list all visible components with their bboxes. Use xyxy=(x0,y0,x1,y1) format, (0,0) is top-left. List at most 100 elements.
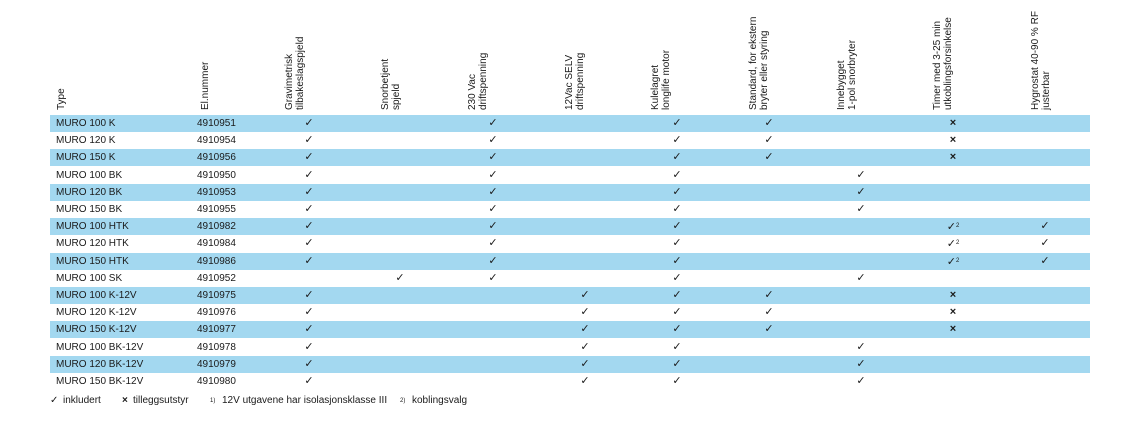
cell-type: MURO 120 HTK xyxy=(56,238,129,250)
check-icon: ✓ xyxy=(672,357,682,370)
cell-el-nummer: 4910978 xyxy=(197,341,236,353)
table-row: MURO 150 K 4910956 ✓ ✓ ✓ ✓ × xyxy=(50,149,1090,167)
cell-el-nummer: 4910956 xyxy=(197,152,236,164)
header-kule: Kulelagret longlife motor xyxy=(650,49,672,110)
check-icon: ✓ xyxy=(304,254,314,267)
legend-cross-symbol: × xyxy=(122,395,128,406)
check-icon: ✓ xyxy=(672,306,682,319)
header-hygro: Hygrostat 40-90 % RF justerbar xyxy=(1030,11,1052,110)
check-icon: ✓ xyxy=(304,340,314,353)
table-row: MURO 100 BK-12V 4910978 ✓ ✓ ✓ ✓ xyxy=(50,339,1090,356)
cell-type: MURO 150 K xyxy=(56,152,116,164)
check-icon: ✓ xyxy=(580,323,590,336)
table-row: MURO 120 HTK 4910984 ✓ ✓ ✓ ✓2 ✓ xyxy=(50,235,1090,252)
cell-el-nummer: 4910979 xyxy=(197,358,236,370)
cell-el-nummer: 4910984 xyxy=(197,238,236,250)
check-icon: ✓ xyxy=(856,271,866,284)
table-row: MURO 120 K 4910954 ✓ ✓ ✓ ✓ × xyxy=(50,132,1090,149)
legend-note2-text: koblingsvalg xyxy=(412,395,468,406)
cell-el-nummer: 4910955 xyxy=(197,204,236,215)
check-icon: ✓ xyxy=(856,185,866,198)
check-icon: ✓ xyxy=(304,289,314,301)
cell-type: MURO 120 BK xyxy=(56,186,123,198)
cell-el-nummer: 4910976 xyxy=(197,307,236,319)
table-row: MURO 120 K-12V 4910976 ✓ ✓ ✓ ✓ × xyxy=(50,304,1090,321)
check-icon: ✓ xyxy=(580,357,590,370)
check-icon: ✓ xyxy=(672,271,682,284)
check-icon: ✓ xyxy=(672,151,682,164)
check-icon: ✓ xyxy=(580,306,590,319)
check-icon: ✓ xyxy=(672,323,682,336)
check-icon: ✓ xyxy=(856,375,866,387)
table-row: MURO 100 K 4910951 ✓ ✓ ✓ ✓ × xyxy=(50,115,1090,132)
check-icon: ✓ xyxy=(764,151,774,164)
cell-type: MURO 100 K-12V xyxy=(56,290,137,301)
check-icon: ✓ xyxy=(304,168,314,181)
cell-type: MURO 100 K xyxy=(56,118,116,129)
check-icon: ✓ xyxy=(672,168,682,181)
header-inne: Innebygget 1-pol snorbryter xyxy=(836,39,858,110)
table-row: MURO 150 BK 4910955 ✓ ✓ ✓ ✓ xyxy=(50,201,1090,218)
cell-el-nummer: 4910980 xyxy=(197,376,236,387)
check-icon: ✓ xyxy=(488,168,498,181)
cell-type: MURO 100 SK xyxy=(56,272,123,284)
check-icon: ✓ xyxy=(580,340,590,353)
check-icon: ✓ xyxy=(764,306,774,319)
check-icon: ✓2 xyxy=(946,221,960,234)
cell-el-nummer: 4910952 xyxy=(197,272,236,284)
check-icon: ✓ xyxy=(488,134,498,147)
check-icon: ✓ xyxy=(488,151,498,164)
cross-icon: × xyxy=(949,323,957,336)
check-icon: ✓ xyxy=(488,220,498,233)
cell-el-nummer: 4910986 xyxy=(197,255,236,267)
check-icon: ✓ xyxy=(856,357,866,370)
cell-type: MURO 120 K-12V xyxy=(56,307,137,319)
check-icon: ✓ xyxy=(856,340,866,353)
legend-note1-marker: 1) xyxy=(210,398,216,404)
check-icon: ✓ xyxy=(764,323,774,336)
check-icon: ✓ xyxy=(488,271,498,284)
check-icon: ✓ xyxy=(1040,237,1050,250)
table-row: MURO 150 BK-12V 4910980 ✓ ✓ ✓ ✓ xyxy=(50,373,1090,390)
check-icon: ✓ xyxy=(304,375,314,387)
check-icon: ✓ xyxy=(488,237,498,250)
cell-type: MURO 120 K xyxy=(56,135,116,147)
check-icon: ✓2 xyxy=(946,255,960,268)
cross-icon: × xyxy=(949,134,957,147)
check-icon: ✓ xyxy=(672,220,682,233)
check-icon: ✓ xyxy=(1040,220,1050,233)
check-icon: ✓ xyxy=(304,357,314,370)
check-icon: ✓2 xyxy=(946,238,960,251)
check-icon: ✓ xyxy=(580,289,590,301)
cell-type: MURO 150 K-12V xyxy=(56,324,137,336)
table-row: MURO 150 K-12V 4910977 ✓ ✓ ✓ ✓ × xyxy=(50,321,1090,339)
cell-el-nummer: 4910953 xyxy=(197,186,236,198)
table-row: MURO 120 BK-12V 4910979 ✓ ✓ ✓ ✓ xyxy=(50,355,1090,373)
cell-el-nummer: 4910950 xyxy=(197,169,236,181)
legend-note1-text: 12V utgavene har isolasjonsklasse III xyxy=(222,395,388,406)
cell-type: MURO 150 BK-12V xyxy=(56,376,144,387)
cross-icon: × xyxy=(949,151,957,164)
cell-type: MURO 120 BK-12V xyxy=(56,358,144,370)
check-icon: ✓ xyxy=(488,203,498,215)
check-icon: ✓ xyxy=(672,237,682,250)
header-grav: Gravimetrisk tilbakeslagspjeld xyxy=(284,36,306,110)
check-icon: ✓ xyxy=(304,203,314,215)
cell-type: MURO 150 BK xyxy=(56,204,123,215)
check-icon: ✓ xyxy=(304,237,314,250)
check-icon: ✓ xyxy=(764,134,774,147)
check-icon: ✓ xyxy=(672,254,682,267)
cell-el-nummer: 4910977 xyxy=(197,324,236,336)
check-icon: ✓ xyxy=(672,289,682,301)
check-icon: ✓ xyxy=(1040,254,1050,267)
check-icon: ✓ xyxy=(304,220,314,233)
cross-icon: × xyxy=(949,306,957,319)
table-row: MURO 120 BK 4910953 ✓ ✓ ✓ ✓ xyxy=(50,183,1090,201)
header-snor: Snorbetjent spjeld xyxy=(380,58,402,110)
legend-cross-label: tilleggsutstyr xyxy=(133,395,189,406)
cross-icon: × xyxy=(949,117,957,129)
check-icon: ✓ xyxy=(395,271,405,284)
check-icon: ✓ xyxy=(304,117,314,129)
check-icon: ✓ xyxy=(672,134,682,147)
